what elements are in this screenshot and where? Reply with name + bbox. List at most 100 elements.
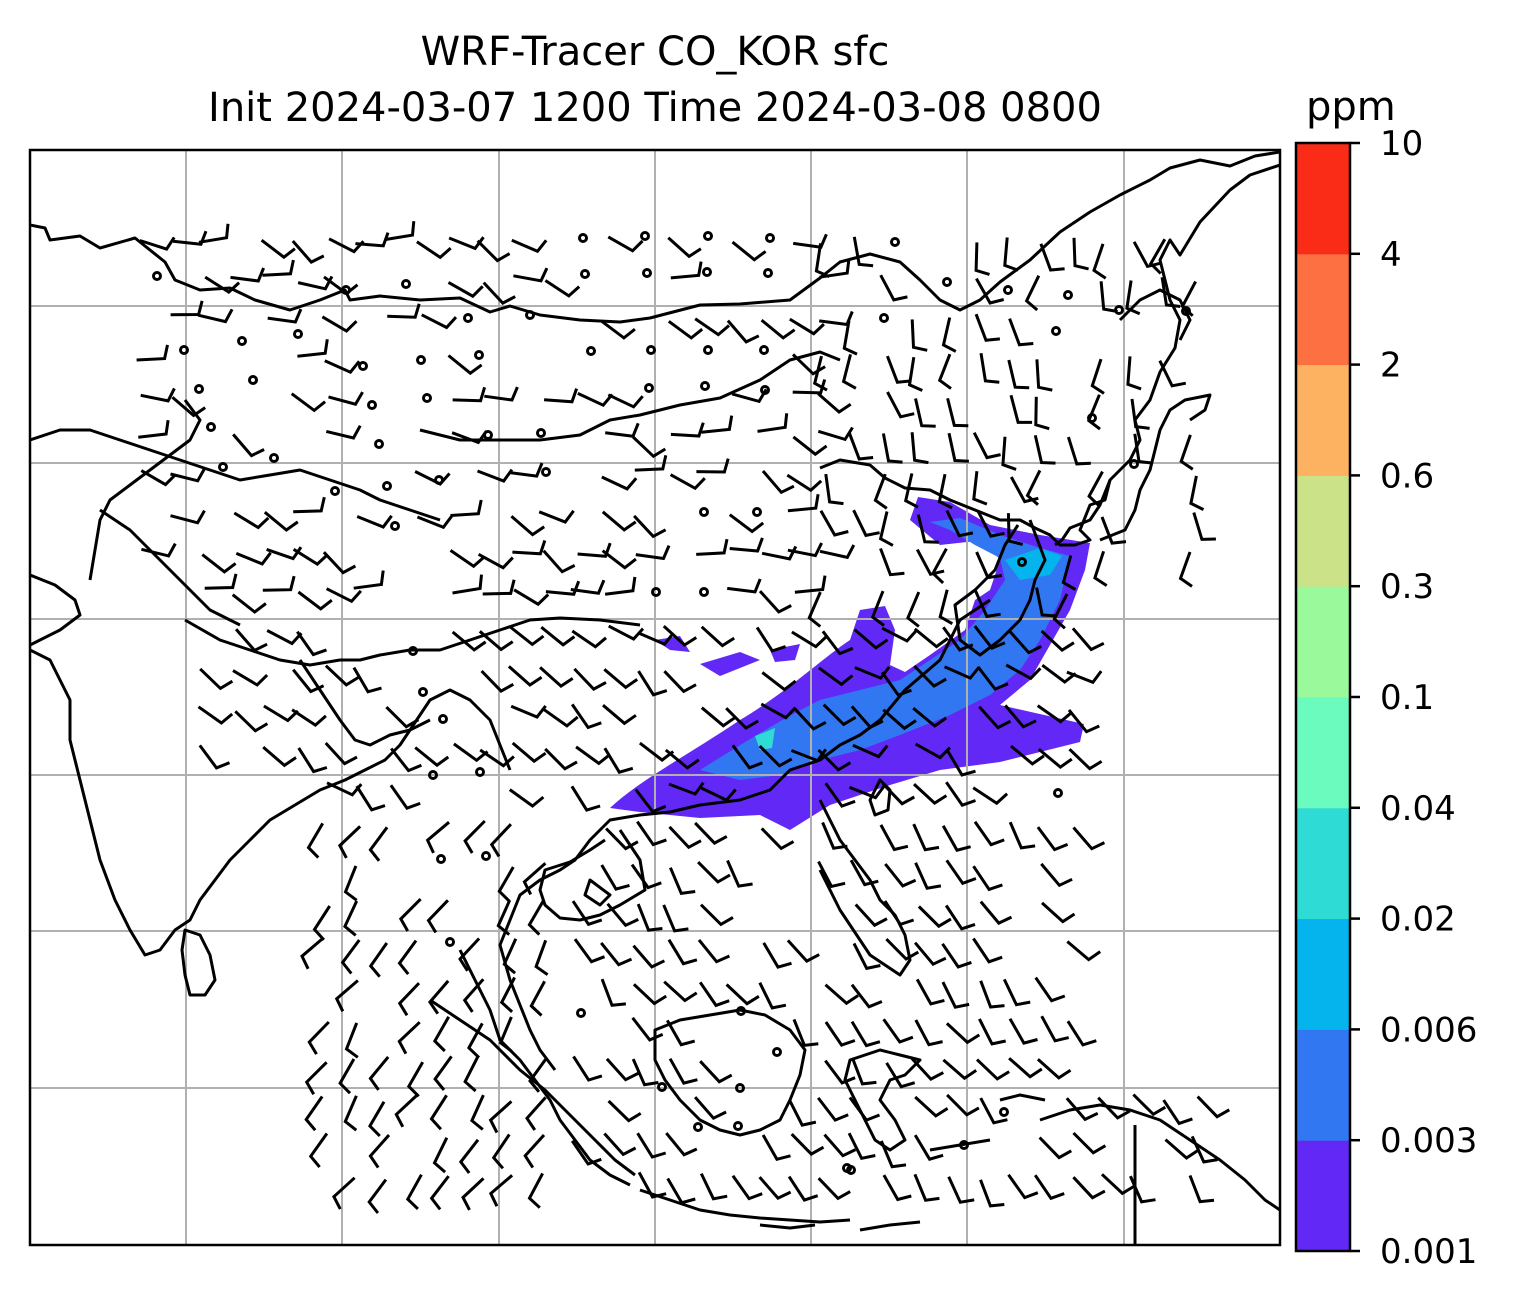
calm-wind-circle (644, 383, 654, 393)
wind-barb (513, 267, 549, 283)
wind-barb (882, 1018, 914, 1044)
wind-barb (669, 867, 696, 896)
wind-barb (571, 900, 603, 927)
wind-barb (729, 537, 764, 553)
wind-barb (790, 1133, 825, 1156)
wind-barb (601, 475, 638, 491)
wind-barb (1100, 1173, 1136, 1196)
wind-barb (1025, 469, 1042, 506)
wind-barb (788, 1099, 817, 1127)
calm-wind-circle (525, 310, 535, 320)
wind-barb (1092, 243, 1107, 280)
map-frame (28, 148, 1282, 1247)
wind-barb (476, 468, 514, 483)
wind-barb (538, 509, 575, 524)
wind-barb (1040, 629, 1075, 652)
wind-barb (670, 422, 705, 438)
wind-barb (699, 1060, 733, 1084)
wind-barb (941, 825, 971, 852)
tracer-plume (610, 497, 1090, 830)
wind-barb (508, 788, 545, 808)
wind-barb (696, 538, 729, 556)
coastline-indochina (538, 829, 647, 922)
calm-wind-circle (367, 400, 377, 410)
wind-barb (725, 707, 759, 730)
wind-barb (910, 432, 929, 465)
wind-barb (499, 976, 516, 1014)
wind-barb (731, 1174, 763, 1201)
wind-barb (906, 591, 921, 628)
wind-barb (669, 473, 706, 491)
wind-barb (1066, 940, 1102, 962)
wind-barb (232, 433, 265, 458)
colorbar-tick-label: 0.6 (1380, 456, 1434, 496)
wind-barb (297, 590, 333, 611)
wind-barb (915, 548, 945, 577)
calm-wind-circle (693, 1122, 703, 1132)
wind-barb (1033, 1174, 1065, 1201)
calm-wind-circle (481, 851, 491, 861)
wind-barb (529, 980, 546, 1017)
border-south-asia (298, 659, 512, 771)
wind-barb (937, 353, 952, 390)
wind-barb (1009, 630, 1042, 655)
colorbar-tick-label: 4 (1380, 235, 1402, 275)
wind-barb (502, 938, 518, 975)
wind-barb (397, 939, 418, 976)
wind-barb (698, 981, 730, 1008)
wind-barb (355, 785, 386, 812)
wind-barb (136, 344, 169, 362)
calm-wind-circle (269, 453, 279, 463)
wind-barb (138, 419, 170, 439)
wind-barb (1035, 359, 1053, 392)
wind-barb (761, 470, 795, 495)
coastline-japan (1099, 288, 1212, 542)
wind-barb (1061, 555, 1077, 591)
wind-barb (824, 473, 844, 506)
wind-barb (332, 1176, 356, 1210)
wind-barb (433, 1055, 453, 1091)
wind-barb (509, 625, 545, 647)
wind-barb (263, 511, 299, 532)
wind-barb (974, 590, 1001, 619)
wind-barb (414, 470, 451, 486)
wind-barb (539, 666, 574, 688)
wind-barb (235, 551, 272, 566)
wind-barb (523, 1133, 546, 1169)
wind-barb (489, 823, 512, 858)
wind-barb (1008, 1057, 1043, 1079)
wind-barb (818, 666, 854, 687)
wind-barb (1129, 1175, 1156, 1204)
wind-barb (570, 579, 606, 595)
calm-wind-circle (1051, 326, 1061, 336)
coastline-java (639, 1188, 851, 1230)
wind-barb (230, 267, 265, 283)
wind-barb (340, 939, 361, 975)
wind-barb (1008, 318, 1034, 347)
wind-barb (1164, 1138, 1200, 1160)
wind-barb (912, 707, 948, 728)
wind-barb (912, 823, 940, 852)
calm-wind-circle (702, 267, 712, 277)
wind-barb (663, 670, 697, 694)
wind-barb (974, 242, 990, 276)
wind-barb (201, 553, 237, 574)
calm-wind-circle (416, 355, 426, 365)
wind-barb (848, 1096, 881, 1122)
wind-barb (324, 664, 359, 687)
wind-barb (325, 424, 362, 440)
wind-barb (353, 570, 385, 590)
calm-wind-circle (657, 1082, 667, 1092)
wind-barb (824, 983, 859, 1006)
wind-barb (482, 281, 516, 305)
wind-barb (975, 277, 1005, 305)
wind-barb (972, 432, 1001, 460)
wind-barb (979, 900, 1013, 925)
wind-barb (973, 820, 1005, 847)
map-title-line2: Init 2024-03-07 1200 Time 2024-03-08 080… (208, 85, 1102, 131)
wind-barb (470, 1094, 485, 1131)
wind-barb (1179, 434, 1194, 471)
wind-barb (946, 1093, 980, 1117)
calm-wind-circle (580, 269, 590, 279)
